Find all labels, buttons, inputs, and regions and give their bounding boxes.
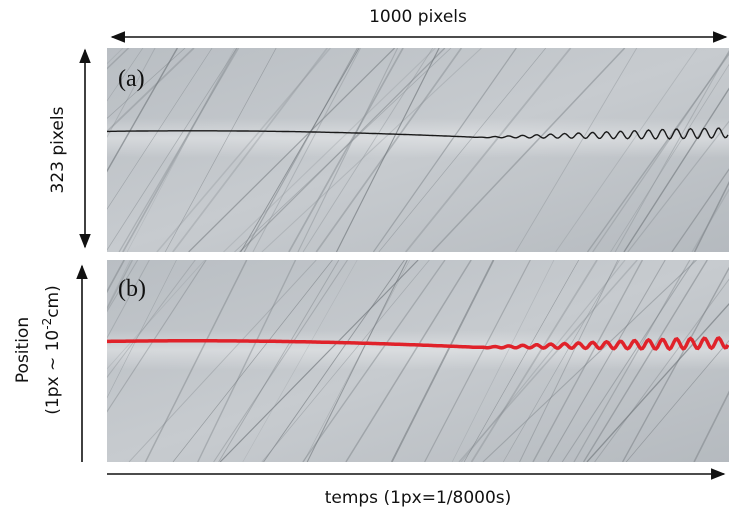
streak [302,48,434,252]
streak [482,260,697,462]
streak [671,168,729,252]
streak [172,48,328,252]
streak [424,260,531,462]
streak [586,52,729,252]
edge-curve [107,127,729,140]
streak [303,260,410,462]
streak [555,48,698,252]
streak [242,260,358,462]
streak [107,260,177,399]
streak [693,390,729,462]
streak [144,260,248,462]
streak [610,63,729,252]
width-label: 1000 pixels [369,7,467,27]
streak [234,48,452,252]
streak [573,260,691,462]
streak [252,48,361,252]
streak [519,260,619,462]
streak [164,48,277,252]
streak [463,260,580,462]
streak [515,48,638,252]
position-unit: (1px ~ 10-2cm) [40,285,63,415]
streak [532,260,644,462]
time-label: temps (1px=1/8000s) [325,488,512,508]
streak [582,260,708,462]
streak [107,48,238,251]
position-label: Position [13,317,33,383]
streak [188,48,396,252]
streak [107,260,139,313]
streak [288,48,404,252]
streak [126,48,235,252]
streak [128,260,317,462]
streak [197,260,297,462]
streak [107,48,156,138]
streak [451,260,555,462]
streak [107,48,213,210]
tracked-curve [107,336,729,352]
streak [378,48,547,252]
streak [240,48,360,252]
streak [372,48,517,252]
streak [107,48,144,102]
streak [315,48,463,252]
streak [261,48,482,252]
streak [218,260,340,462]
unit-exponent: -2 [40,318,54,330]
streak [594,278,729,462]
streak [547,260,666,462]
streak [118,48,240,252]
streak [614,49,729,252]
streak [223,48,436,252]
streak [107,260,150,339]
streak [693,181,729,252]
streak [405,48,572,252]
streak [107,260,131,309]
streak [460,260,626,462]
streak [107,48,178,173]
height-label: 323 pixels [48,106,68,193]
panel-image [107,260,729,462]
streak [107,260,196,379]
streak [156,48,331,252]
streak [219,260,419,462]
streak [263,260,405,462]
streak [306,260,408,462]
panel-label: (b) [118,276,146,302]
streak [107,260,133,311]
streak [122,48,238,252]
streak [458,260,638,462]
unit-suffix: cm) [43,285,63,318]
streak [107,260,207,413]
streak [261,260,430,462]
streak [470,260,598,462]
streak [213,260,348,462]
streak [297,48,399,252]
streak [691,188,729,252]
streak [561,260,695,462]
unit-prefix: (1px ~ 10 [43,330,63,415]
streak [107,260,206,370]
streak [335,48,440,252]
panel-label: (a) [118,66,145,92]
streak [107,48,186,119]
streak [243,48,359,252]
streak [431,48,626,252]
streak [623,87,729,252]
streak [172,260,333,462]
streak [627,120,729,252]
streak [302,260,446,462]
streak [345,260,472,462]
streak [625,340,729,462]
streak [502,260,620,462]
panel-image [107,48,729,252]
streak [390,260,495,462]
streak [586,302,729,462]
